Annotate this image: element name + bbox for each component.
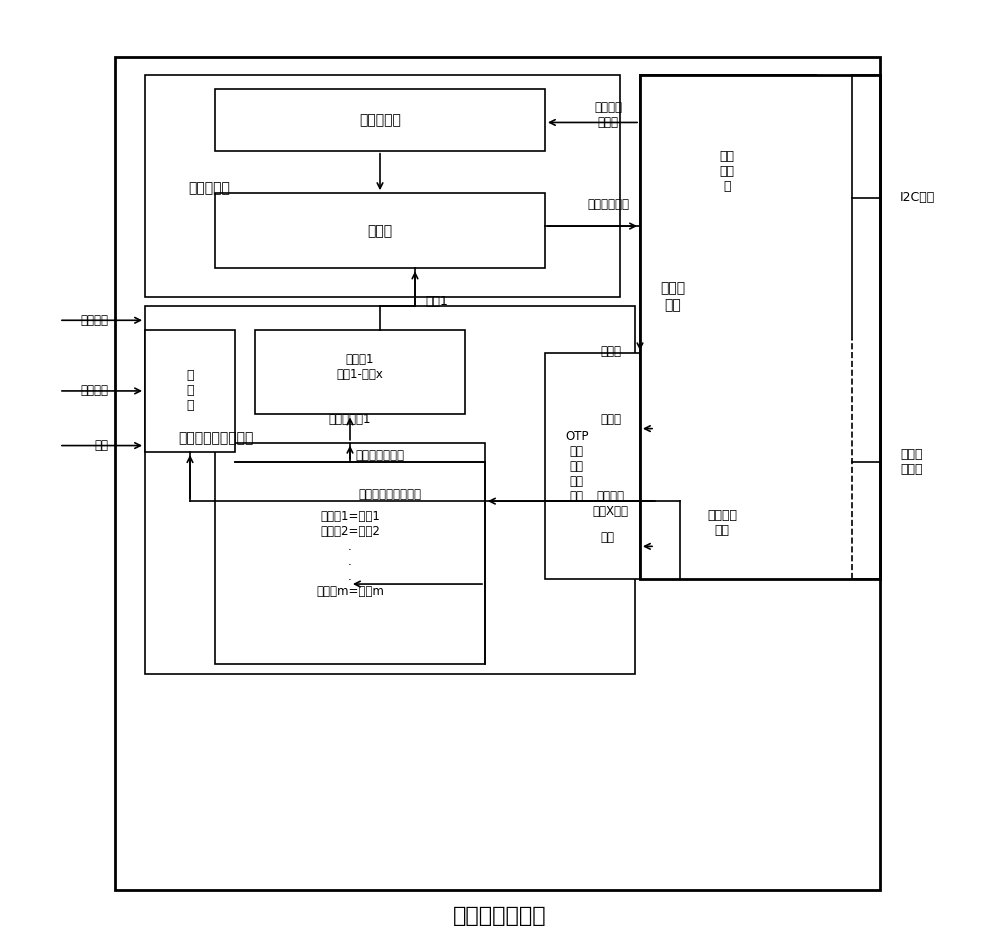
Text: OTP
一次
性编
程存
储器: OTP 一次 性编 程存 储器 xyxy=(565,430,588,503)
Text: 判决器阈
值选择: 判决器阈 值选择 xyxy=(594,101,622,129)
Bar xyxy=(145,330,235,452)
Bar xyxy=(215,193,545,268)
Text: 实时脉冲监控器: 实时脉冲监控器 xyxy=(453,905,547,926)
Text: 计数器计数长度选择: 计数器计数长度选择 xyxy=(358,488,422,501)
Text: 统计值传送通道: 统计值传送通道 xyxy=(356,448,404,462)
Text: 比较判决器: 比较判决器 xyxy=(188,182,230,195)
Bar xyxy=(255,330,465,414)
Text: 移位数据差值减法器: 移位数据差值减法器 xyxy=(178,431,253,445)
Bar xyxy=(545,353,640,579)
Bar xyxy=(145,75,620,297)
Text: 差值1: 差值1 xyxy=(425,295,448,308)
Bar xyxy=(145,306,635,674)
Text: 计
数
器: 计 数 器 xyxy=(186,369,194,413)
Bar xyxy=(215,443,485,664)
Text: 阈值寄存器: 阈值寄存器 xyxy=(359,114,401,127)
Bar xyxy=(640,75,815,339)
Text: 移位寄存器1: 移位寄存器1 xyxy=(329,413,371,426)
Text: 数据读: 数据读 xyxy=(600,345,621,358)
Text: 连续
计数
器: 连续 计数 器 xyxy=(720,150,734,193)
Text: 数字主控
电路: 数字主控 电路 xyxy=(707,509,737,537)
Text: 被减数寄
存器X选择: 被减数寄 存器X选择 xyxy=(592,490,628,518)
Bar xyxy=(215,89,545,151)
Text: 减法器1
数据1-数据x: 减法器1 数据1-数据x xyxy=(337,353,383,382)
Text: 触发判
断器: 触发判 断器 xyxy=(660,282,685,312)
Bar xyxy=(655,466,790,579)
Text: 复位信号: 复位信号 xyxy=(80,314,108,327)
Text: 数据写: 数据写 xyxy=(600,413,621,426)
Text: 触发中
断申请: 触发中 断申请 xyxy=(900,447,922,476)
Text: 时钟: 时钟 xyxy=(94,439,108,452)
Text: I2C串口: I2C串口 xyxy=(900,191,935,204)
Text: 判决器: 判决器 xyxy=(367,224,393,237)
Text: 地址: 地址 xyxy=(600,531,614,544)
Bar xyxy=(115,57,880,890)
Text: 判决结果输出: 判决结果输出 xyxy=(587,198,629,211)
Bar xyxy=(640,75,880,579)
Text: 转换脉冲: 转换脉冲 xyxy=(80,384,108,398)
Bar xyxy=(655,94,800,250)
Text: 寄存器1=数据1
寄存器2=数据2
.
.
.
寄存器m=数据m: 寄存器1=数据1 寄存器2=数据2 . . . 寄存器m=数据m xyxy=(316,510,384,598)
